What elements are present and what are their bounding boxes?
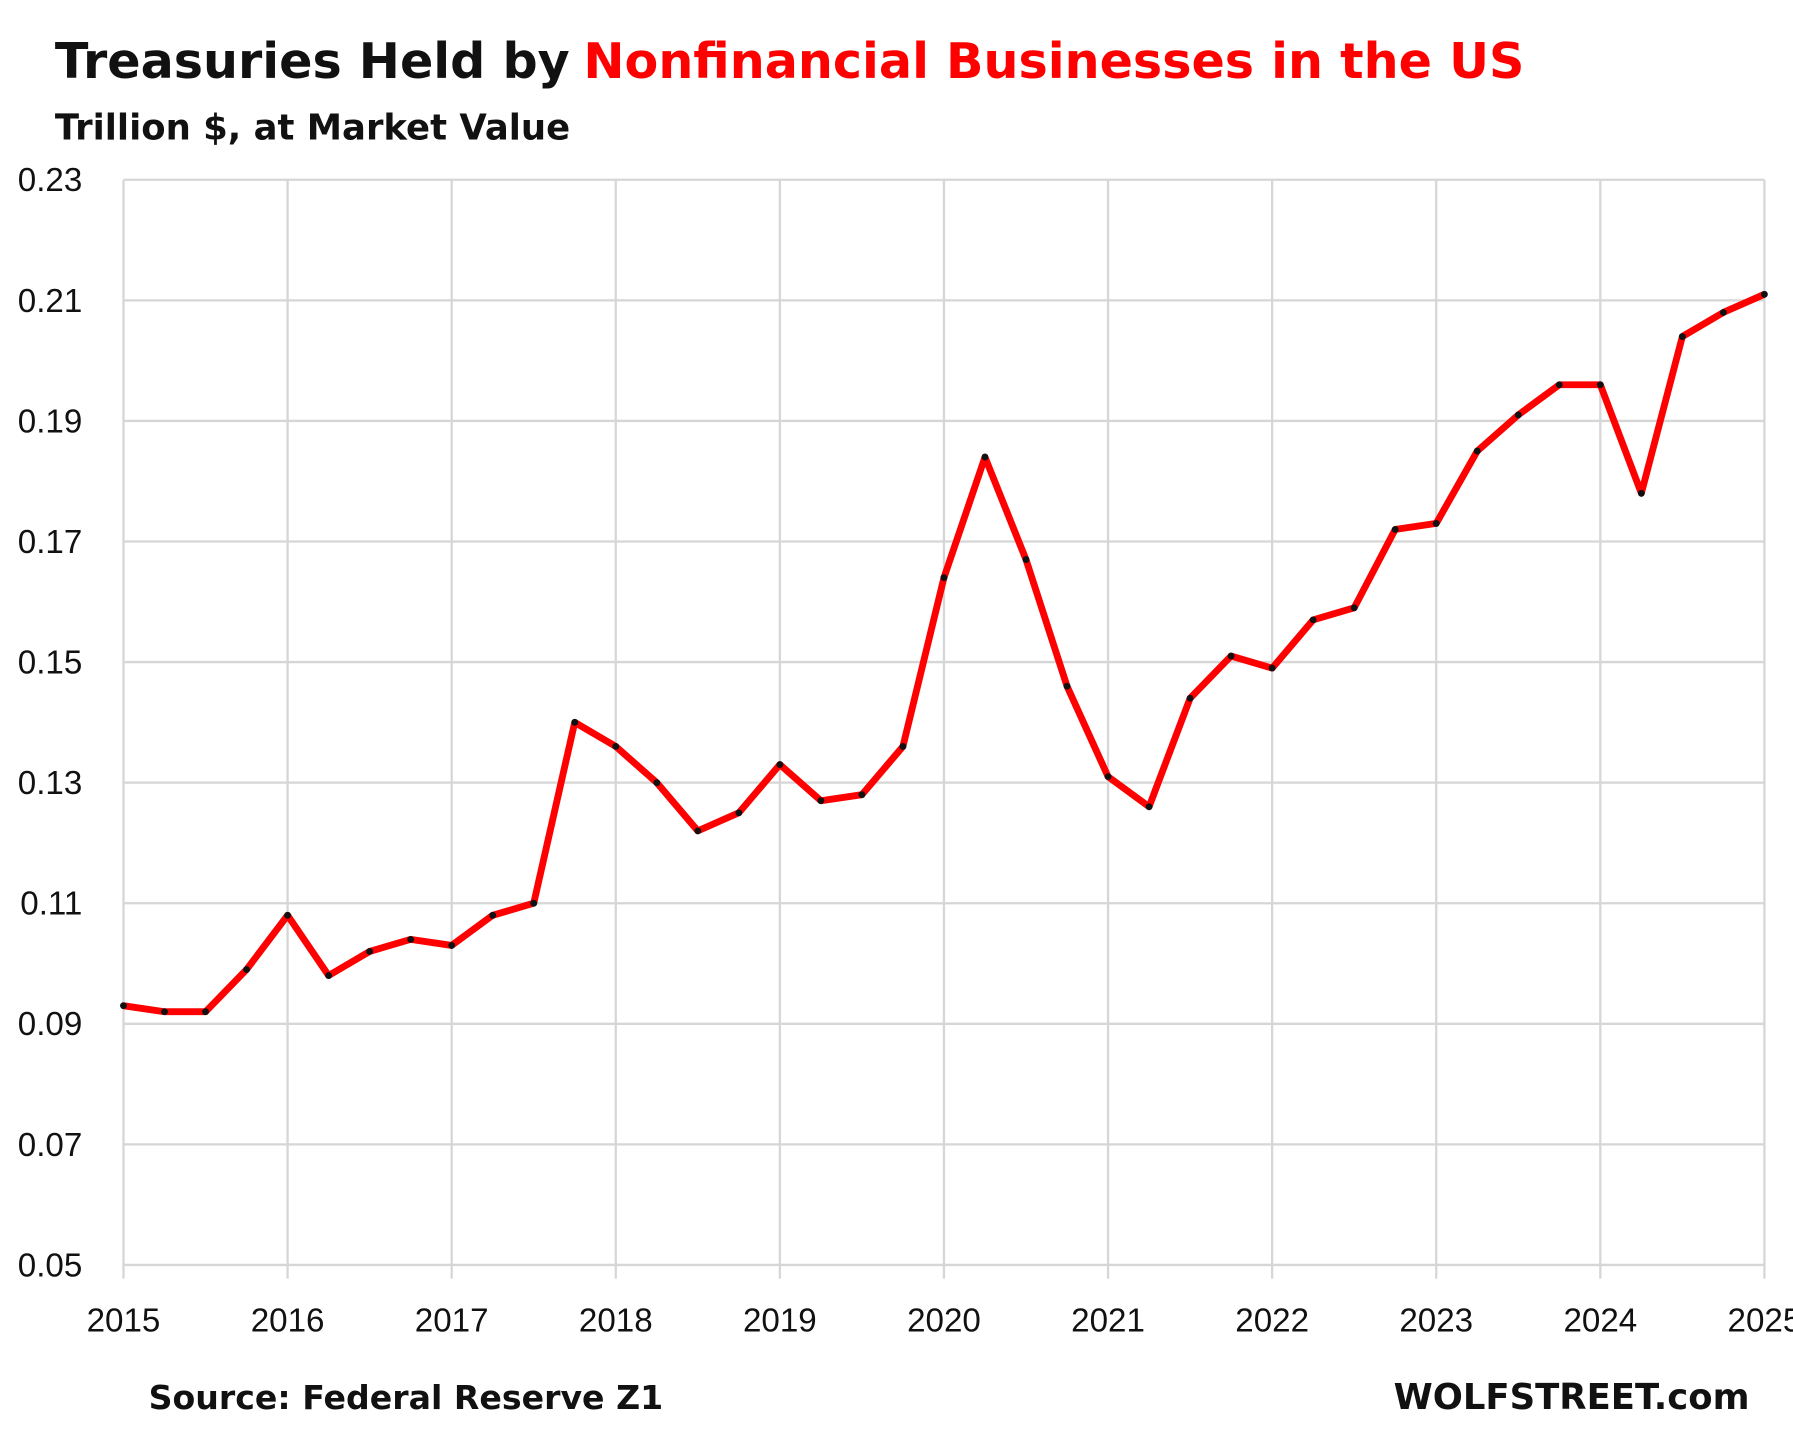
data-point <box>1104 773 1112 781</box>
data-point <box>940 574 948 582</box>
y-tick-label: 0.13 <box>18 765 83 802</box>
chart-title: Treasuries Held by Nonfinancial Businesse… <box>55 32 1525 90</box>
data-point <box>1760 290 1768 298</box>
y-tick-label: 0.19 <box>18 403 83 440</box>
data-point <box>1514 411 1522 419</box>
data-point <box>489 911 497 919</box>
data-point <box>1022 556 1030 564</box>
y-tick-label: 0.21 <box>18 283 83 320</box>
x-tick-label: 2016 <box>251 1302 325 1339</box>
data-point <box>1678 333 1686 340</box>
data-point <box>202 1008 209 1016</box>
data-point <box>1637 489 1645 497</box>
data-point <box>694 827 702 835</box>
data-point <box>1719 308 1727 316</box>
credit: WOLFSTREET.com <box>1394 1377 1750 1418</box>
data-point <box>1596 381 1604 389</box>
data-point <box>1473 447 1481 455</box>
y-tick-label: 0.09 <box>18 1006 83 1043</box>
data-point <box>1350 604 1358 612</box>
data-point <box>407 935 415 943</box>
x-tick-label: 2023 <box>1399 1302 1473 1339</box>
x-tick-label: 2021 <box>1071 1302 1145 1339</box>
data-point <box>120 1002 127 1010</box>
data-point <box>653 779 661 787</box>
data-point <box>1432 519 1440 527</box>
data-point <box>1309 616 1317 624</box>
title-highlight: Nonfinancial Businesses in the US <box>583 32 1524 90</box>
y-tick-label: 0.15 <box>18 645 83 682</box>
data-point <box>1555 381 1563 389</box>
data-point <box>325 972 333 979</box>
y-tick-label: 0.07 <box>18 1127 83 1164</box>
data-point <box>1268 664 1276 672</box>
source: Source: Federal Reserve Z1 <box>149 1378 664 1417</box>
y-tick-label: 0.23 <box>18 162 83 199</box>
data-point <box>817 797 825 805</box>
data-point <box>161 1008 168 1016</box>
x-tick-label: 2017 <box>415 1302 489 1339</box>
chart-subtitle: Trillion $, at Market Value <box>55 108 570 149</box>
y-tick-label: 0.05 <box>18 1247 83 1284</box>
data-point <box>612 743 620 750</box>
data-point <box>1186 694 1194 702</box>
data-point <box>571 718 579 726</box>
data-point <box>981 453 989 461</box>
data-point <box>1227 652 1235 660</box>
x-tick-label: 2022 <box>1235 1302 1309 1339</box>
x-tick-label: 2015 <box>87 1302 161 1339</box>
data-point <box>366 948 374 955</box>
x-tick-label: 2018 <box>579 1302 653 1339</box>
data-point <box>1391 526 1399 533</box>
x-tick-label: 2025 <box>1728 1302 1793 1339</box>
title-part: Treasuries Held by <box>55 32 570 90</box>
y-tick-label: 0.11 <box>20 886 82 923</box>
data-point <box>858 791 866 799</box>
x-tick-label: 2019 <box>743 1302 817 1339</box>
data-point <box>776 761 784 768</box>
data-point <box>1145 803 1153 811</box>
data-point <box>243 966 250 973</box>
x-tick-label: 2024 <box>1563 1302 1637 1339</box>
x-tick-label: 2020 <box>907 1302 981 1339</box>
data-point <box>448 941 456 949</box>
data-point <box>1063 682 1071 690</box>
y-tick-label: 0.17 <box>18 524 83 561</box>
data-point <box>735 809 743 817</box>
data-point <box>284 911 292 919</box>
data-point <box>530 899 538 907</box>
data-point <box>899 743 907 750</box>
